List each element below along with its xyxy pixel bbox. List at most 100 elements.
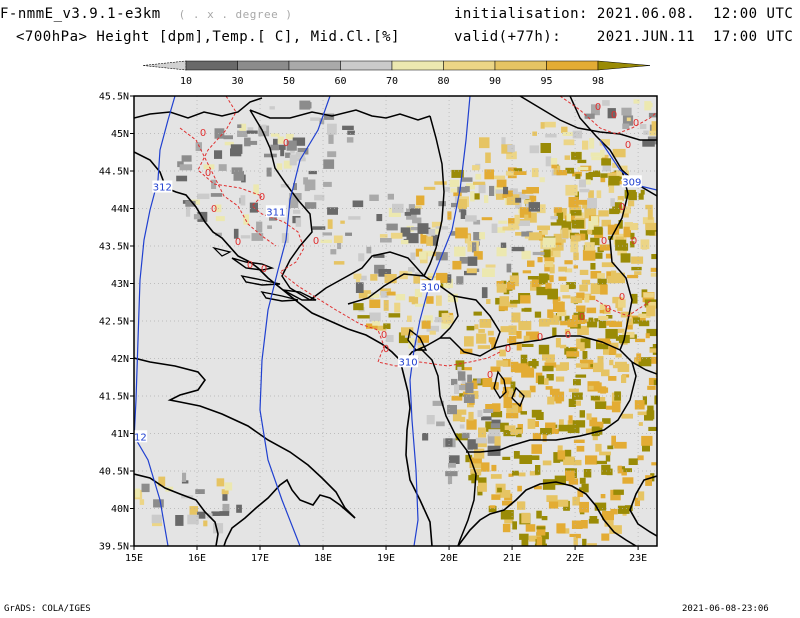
cloud-cell <box>386 291 396 296</box>
cloud-cell <box>523 335 530 342</box>
cloud-cell <box>536 204 546 214</box>
temp-zero-label: 0 <box>259 192 265 203</box>
cloud-cell <box>648 377 657 386</box>
cloud-cell <box>247 127 254 133</box>
cloud-cell <box>656 380 657 392</box>
border-bosnia-montenegro <box>309 251 425 301</box>
cloud-cell <box>216 478 225 487</box>
cloud-cell <box>508 223 520 230</box>
cloud-cell <box>353 303 364 311</box>
cloud-cell <box>575 173 581 179</box>
cloud-cell <box>559 419 564 426</box>
cloud-cell <box>447 293 458 303</box>
cloud-cell <box>609 342 619 349</box>
cloud-cell <box>624 222 633 227</box>
cloud-cell <box>562 132 575 136</box>
cloud-cell <box>189 506 198 517</box>
cloud-cell <box>624 189 636 199</box>
cloud-cell <box>558 276 567 281</box>
cloud-cell <box>588 317 594 323</box>
cloud-cell <box>374 272 381 276</box>
cloud-cell <box>182 472 187 482</box>
cloud-cell <box>579 188 590 193</box>
footer-timestamp: 2021-06-08-23:06 <box>682 604 769 614</box>
valid-value: 2021.JUN.11 17:00 UTC <box>596 29 794 45</box>
cloud-cell <box>607 445 614 450</box>
temp-zero-label: 0 <box>505 344 511 355</box>
cloud-cell <box>277 136 284 144</box>
cloud-cell <box>203 164 215 170</box>
cloud-cell <box>646 410 655 420</box>
cloud-cell <box>540 143 551 153</box>
colorbar-legend: 10 30 50 60 70 80 90 95 98 <box>142 60 651 87</box>
cloud-cell <box>179 164 193 171</box>
coastline-gargano <box>134 357 356 519</box>
cloud-cell <box>573 459 582 466</box>
cloud-cell <box>556 523 566 534</box>
cloud-cell <box>465 382 474 393</box>
cloud-cell <box>493 382 499 387</box>
cloud-cell <box>519 533 529 540</box>
cloud-cell <box>638 193 644 200</box>
cloud-cell <box>517 485 522 492</box>
cloud-cell <box>270 144 279 151</box>
cloud-cell <box>584 113 595 119</box>
cloud-cell <box>285 152 291 158</box>
cloud-cell <box>664 391 670 399</box>
cloud-cell <box>654 395 657 405</box>
cloud-cell <box>647 405 654 412</box>
cloud-cell <box>286 140 297 151</box>
cloud-cell <box>614 391 621 401</box>
height-labels: 312 311 310 310 309 312 <box>134 175 642 443</box>
cloud-cell <box>181 155 192 162</box>
cloud-cell <box>549 275 554 283</box>
cloud-cell <box>606 315 613 319</box>
cloud-cell <box>555 393 562 404</box>
cloud-cell <box>518 220 530 226</box>
cloud-cell <box>528 361 539 367</box>
cloud-cell <box>646 328 657 337</box>
border-croatia-bosnia-west <box>249 109 313 301</box>
cloud-cell <box>642 445 650 452</box>
border-serbia-romania <box>519 96 657 141</box>
cloud-cell <box>622 477 634 484</box>
cloud-cell <box>650 267 657 272</box>
cloud-cell <box>647 385 656 390</box>
cloud-cell <box>475 437 487 444</box>
cloud-cell <box>407 315 412 322</box>
temp-zero-label: 0 <box>235 237 241 248</box>
temp-zero-label: 0 <box>247 260 253 271</box>
cloud-cell <box>601 262 615 268</box>
graticule <box>134 96 657 546</box>
cloud-cell <box>353 273 362 279</box>
cloud-cell <box>214 150 223 159</box>
colorbar-label: 90 <box>489 76 501 87</box>
cloud-cell <box>633 99 640 104</box>
cloud-cell <box>542 237 556 248</box>
cloud-cell <box>490 423 501 429</box>
cloud-cell <box>541 229 548 235</box>
cloud-cell <box>490 474 502 479</box>
lon-tick-label: 16E <box>188 553 206 564</box>
cloud-cell <box>614 441 627 449</box>
cloud-cell <box>572 420 586 428</box>
cloud-cell <box>485 152 491 163</box>
cloud-cell <box>577 159 587 164</box>
cloud-cell <box>575 363 589 368</box>
cloud-cell <box>506 405 518 414</box>
cloud-cell <box>376 325 387 331</box>
cloud-cell <box>481 287 488 299</box>
cloud-cell <box>568 415 573 424</box>
cloud-cell <box>195 489 205 494</box>
cloud-cell <box>545 133 557 138</box>
valid-label: valid(+77h): <box>454 29 562 45</box>
cloud-cell <box>612 162 619 168</box>
cloud-cell <box>520 295 531 304</box>
cloud-cell <box>447 405 457 415</box>
cloud-cell <box>536 510 542 519</box>
cloud-cell <box>475 173 482 180</box>
cloud-cell <box>620 206 631 214</box>
lat-tick-label: 42.5N <box>99 317 129 328</box>
cloud-cell <box>358 290 371 299</box>
cloud-cell <box>280 184 290 188</box>
